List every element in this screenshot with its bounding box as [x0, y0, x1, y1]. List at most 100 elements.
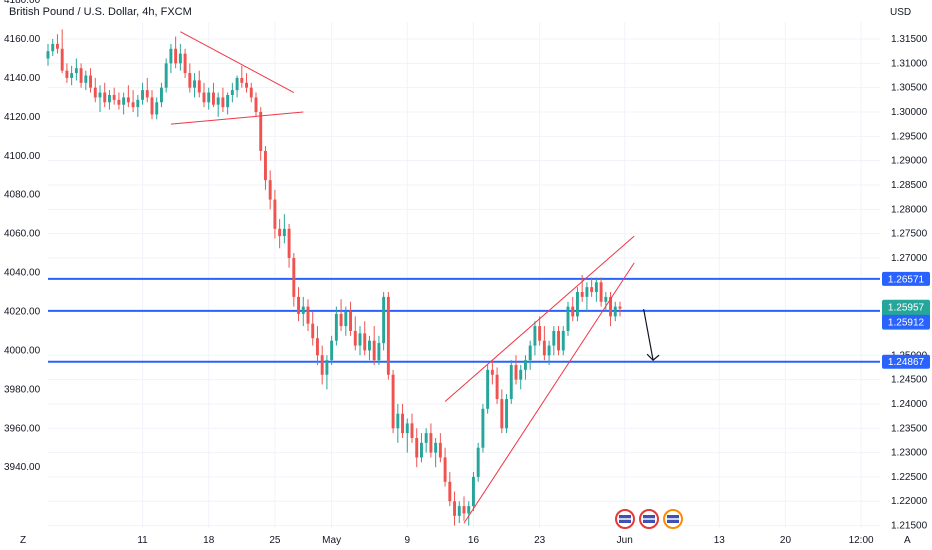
candle-body	[367, 340, 371, 351]
candle-body	[495, 374, 499, 400]
candle	[107, 90, 111, 110]
left-axis: 4180.00 4160.00 4140.00 4120.00 4100.00 4080.…	[4, 0, 41, 473]
candle-body	[363, 333, 367, 351]
candle	[183, 48, 187, 78]
candle-body	[306, 306, 310, 324]
candle-body	[505, 399, 509, 429]
candle	[297, 287, 301, 322]
x-axis: 11 18 25 May 9 16 23 Jun 13 20 12:00	[137, 535, 874, 546]
candle	[590, 277, 594, 297]
economic-event-flag-icon[interactable]	[663, 509, 683, 529]
candle	[618, 301, 622, 317]
economic-event-flag-icon[interactable]	[639, 509, 659, 529]
candle	[207, 87, 211, 110]
candle-body	[500, 399, 504, 429]
candle	[448, 472, 452, 507]
right-tick-label: 1.24000	[891, 399, 928, 410]
candle	[155, 97, 159, 120]
left-tick-label: 4000.00	[4, 345, 41, 356]
event-icons[interactable]	[615, 509, 683, 529]
candle-body	[197, 80, 201, 93]
candle-body	[580, 292, 584, 297]
price-line-label-bg	[882, 271, 930, 286]
candle-body	[193, 80, 197, 88]
candle	[268, 170, 272, 210]
candle	[500, 389, 504, 434]
candle-body	[618, 306, 622, 309]
candle-body	[519, 369, 523, 380]
candle-body	[490, 369, 494, 375]
x-tick-label: 20	[780, 535, 792, 546]
candle	[164, 58, 168, 93]
candle-body	[585, 287, 589, 297]
candle	[240, 65, 244, 88]
candle-body	[74, 68, 78, 74]
candle	[150, 90, 154, 120]
candle	[528, 340, 532, 370]
economic-event-flag-icon[interactable]	[615, 509, 635, 529]
right-tick-label: 1.31000	[891, 58, 928, 69]
projection-arrow-head	[646, 353, 660, 361]
candle-body	[613, 306, 617, 317]
candle-body	[486, 369, 490, 409]
candle	[457, 501, 461, 524]
left-tick-label: 4060.00	[4, 229, 41, 240]
left-tick-label: 4100.00	[4, 151, 41, 162]
candle-body	[254, 97, 258, 113]
candle-body	[604, 296, 608, 302]
candle-body	[282, 228, 286, 237]
candle-body	[65, 70, 69, 78]
candle-body	[410, 423, 414, 438]
candle-body	[471, 476, 475, 507]
candle	[263, 146, 267, 190]
candle-body	[429, 433, 433, 453]
auto-scale-button[interactable]: A	[904, 535, 911, 546]
left-tick-label: 3980.00	[4, 384, 41, 395]
candle	[330, 335, 334, 366]
candle-body	[382, 296, 386, 344]
candle-body	[98, 92, 102, 98]
candle-body	[372, 340, 376, 361]
candle	[65, 63, 69, 83]
candle	[405, 418, 409, 453]
candle-body	[278, 228, 282, 237]
candle	[509, 360, 513, 404]
candle	[159, 82, 163, 108]
candle-body	[538, 326, 542, 341]
candle	[79, 63, 83, 88]
candle	[311, 311, 315, 346]
candle	[490, 360, 494, 385]
right-tick-label: 1.30500	[891, 83, 928, 94]
candle	[438, 433, 442, 463]
right-tick-label: 1.23000	[891, 448, 928, 459]
left-tick-label: 4140.00	[4, 73, 41, 84]
current-price-label: 1.25957	[888, 303, 925, 314]
candle-body	[509, 365, 513, 400]
candle	[415, 428, 419, 468]
candle	[334, 306, 338, 346]
right-tick-label: 1.30000	[891, 107, 928, 118]
price-lines	[48, 277, 880, 363]
candle-body	[453, 501, 457, 516]
candle	[93, 77, 97, 103]
candle-body	[533, 326, 537, 346]
candle	[547, 340, 551, 366]
candle	[523, 355, 527, 380]
candle-body	[334, 313, 338, 341]
candle	[325, 355, 329, 390]
candle	[344, 306, 348, 336]
candle	[505, 394, 509, 434]
price-line-label: 1.25912	[888, 317, 925, 328]
candle	[481, 403, 485, 453]
candle	[46, 43, 50, 66]
candle	[462, 496, 466, 521]
candle	[98, 85, 102, 113]
candle	[391, 369, 395, 434]
candle-body	[159, 87, 163, 103]
left-tick-label: 4180.00	[4, 0, 41, 6]
candle	[245, 73, 249, 93]
x-tick-label: 23	[534, 535, 546, 546]
timezone-button[interactable]: Z	[20, 535, 26, 546]
candle	[169, 43, 173, 74]
